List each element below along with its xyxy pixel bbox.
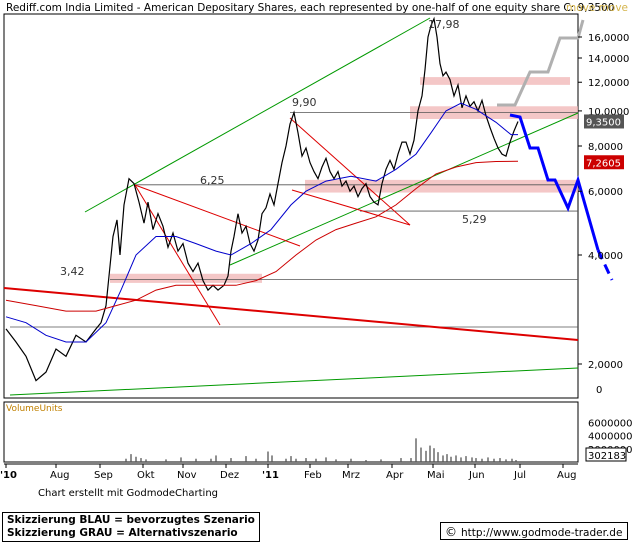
ma-price-badge bbox=[584, 155, 624, 170]
volume-value-box bbox=[585, 447, 627, 462]
resistance-zone bbox=[110, 273, 262, 283]
x-tick-label: Mai bbox=[427, 470, 445, 481]
volume-tick-label: 4000000 bbox=[588, 432, 632, 443]
scenario-blue-line bbox=[509, 113, 600, 251]
ma-slow-line bbox=[5, 160, 519, 312]
x-tick-label: '11 bbox=[262, 470, 279, 481]
resistance-zone bbox=[420, 77, 570, 85]
upper-channel-line bbox=[84, 17, 431, 213]
x-tick-label: Aug bbox=[557, 470, 577, 481]
x-tick-label: Apr bbox=[386, 470, 404, 481]
chart-credit: Chart erstellt mit GodmodeCharting bbox=[38, 488, 218, 499]
x-tick-label: Jun bbox=[468, 470, 485, 481]
price-tick-label: 14,0000 bbox=[588, 54, 629, 65]
level-annotation: 3,42 bbox=[60, 265, 85, 278]
price-tick-label: 12,0000 bbox=[588, 78, 629, 89]
volume-value: 302183 bbox=[588, 451, 626, 462]
scenario-blue-dashed bbox=[596, 249, 614, 281]
chart-title: Rediff.com India Limited - American Depo… bbox=[6, 2, 614, 14]
price-tick-label: 0 bbox=[596, 385, 602, 396]
price-panel bbox=[3, 13, 579, 399]
price-tick-label: 8,0000 bbox=[588, 142, 623, 153]
long-support-line bbox=[9, 367, 579, 396]
volume-tick-label: 6000000 bbox=[588, 419, 632, 430]
level-annotation: 17,98 bbox=[428, 18, 460, 31]
source-url[interactable]: http://www.godmode-trader.de bbox=[461, 527, 623, 539]
last-price-badge bbox=[584, 114, 624, 129]
price-tick-label: 10,0000 bbox=[588, 107, 629, 118]
x-tick-label: Sep bbox=[94, 470, 113, 481]
correction-line bbox=[291, 189, 411, 226]
price-tick-label: 2,0000 bbox=[588, 360, 623, 371]
x-tick-label: Dez bbox=[220, 470, 239, 481]
downtrend-line bbox=[3, 287, 579, 341]
copyright-icon: © bbox=[445, 525, 457, 539]
watermark: move move bbox=[566, 2, 628, 14]
volume-label: VolumeUnits bbox=[6, 404, 63, 414]
price-tick-label: 6,0000 bbox=[588, 187, 623, 198]
x-tick-label: Jul bbox=[513, 470, 526, 481]
correction-line bbox=[289, 117, 411, 226]
scenario-legend: Skizzierung BLAU = bevorzugtes Szenario … bbox=[2, 512, 260, 542]
x-tick-label: Nov bbox=[177, 470, 197, 481]
source-box[interactable]: © http://www.godmode-trader.de bbox=[440, 522, 628, 540]
last-price-text: 9,3500 bbox=[586, 117, 621, 128]
scenario-gray-line bbox=[497, 19, 585, 107]
x-tick-label: Aug bbox=[50, 470, 70, 481]
x-tick-label: Okt bbox=[137, 470, 155, 481]
x-tick-label: Feb bbox=[304, 470, 322, 481]
volume-panel bbox=[3, 401, 579, 463]
legend-gray: Skizzierung GRAU = Alternativszenario bbox=[7, 527, 238, 539]
x-tick-label: Mrz bbox=[342, 470, 360, 481]
ma-fast-line bbox=[5, 102, 518, 343]
lower-channel-line bbox=[229, 112, 579, 266]
price-line bbox=[5, 16, 519, 382]
correction-line bbox=[134, 184, 301, 247]
level-annotation: 5,29 bbox=[462, 213, 487, 226]
price-tick-label: 4,0000 bbox=[588, 251, 623, 262]
resistance-zone bbox=[305, 179, 578, 193]
legend-blue: Skizzierung BLAU = bevorzugtes Szenario bbox=[7, 514, 255, 526]
level-annotation: 9,90 bbox=[292, 96, 317, 109]
ma-price-text: 7,2605 bbox=[586, 158, 621, 169]
x-tick-label: '10 bbox=[0, 470, 17, 481]
price-tick-label: 16,0000 bbox=[588, 33, 629, 44]
level-annotation: 6,25 bbox=[200, 174, 225, 187]
